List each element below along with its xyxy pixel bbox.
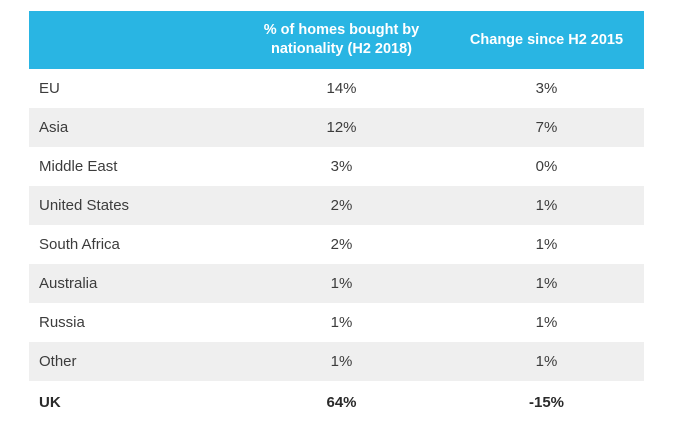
change-cell: -15% [528, 393, 565, 411]
share-cell: 1% [234, 264, 449, 303]
share-cell: 64% [326, 393, 357, 411]
change-cell: 1% [449, 342, 644, 381]
nationality-cell: Other [29, 342, 234, 381]
table-row: Other 1% 1% [29, 342, 644, 381]
change-cell: 7% [449, 108, 644, 147]
table-body: EU 14% 3% Asia 12% 7% Middle East 3% 0% United St… [29, 69, 644, 423]
change-cell: 3% [535, 80, 558, 97]
table-header: % of homes bought by nationality (H2 201… [29, 11, 644, 69]
change-cell: 1% [535, 314, 558, 331]
share-cell: 1% [330, 314, 353, 331]
nationality-cell: United States [29, 186, 234, 225]
table-row: United States 2% 1% [29, 186, 644, 225]
header-cell-share: % of homes bought by nationality (H2 201… [234, 11, 449, 69]
table-row: Asia 12% 7% [29, 108, 644, 147]
nationality-cell: EU [39, 80, 60, 97]
nationality-cell: Australia [29, 264, 234, 303]
change-cell: 0% [535, 158, 558, 175]
table-row: South Africa 2% 1% [29, 225, 644, 264]
nationality-cell: Middle East [39, 158, 118, 175]
table-row: Russia 1% 1% [29, 303, 644, 342]
change-cell: 1% [535, 236, 558, 253]
table-row: EU 14% 3% [29, 69, 644, 108]
nationality-cell: UK [39, 393, 61, 411]
change-cell: 1% [449, 186, 644, 225]
table-row: Middle East 3% 0% [29, 147, 644, 186]
header-cell-change: Change since H2 2015 [449, 11, 644, 69]
data-table: % of homes bought by nationality (H2 201… [29, 11, 644, 423]
share-cell: 14% [326, 80, 357, 97]
share-cell: 3% [330, 158, 353, 175]
nationality-table: % of homes bought by nationality (H2 201… [29, 11, 644, 423]
header-row: % of homes bought by nationality (H2 201… [29, 11, 644, 69]
nationality-cell: Asia [29, 108, 234, 147]
table-row: Australia 1% 1% [29, 264, 644, 303]
header-cell-nationality [29, 11, 234, 69]
total-row: UK 64% -15% [29, 381, 644, 423]
nationality-cell: South Africa [39, 236, 120, 253]
share-cell: 12% [234, 108, 449, 147]
nationality-cell: Russia [39, 314, 85, 331]
share-cell: 2% [234, 186, 449, 225]
share-cell: 1% [234, 342, 449, 381]
change-cell: 1% [449, 264, 644, 303]
share-cell: 2% [330, 236, 353, 253]
